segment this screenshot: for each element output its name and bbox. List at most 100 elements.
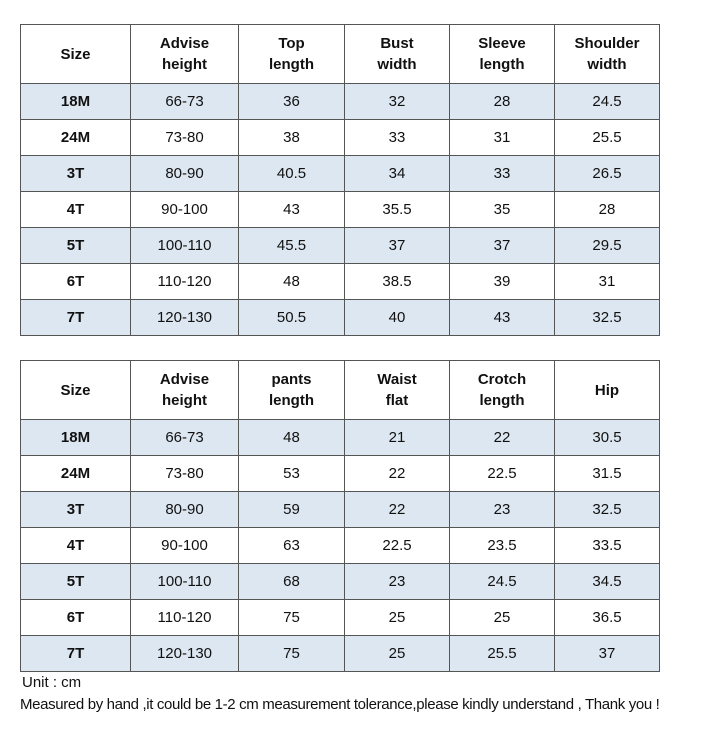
value-cell: 31 <box>449 119 555 156</box>
size-cell: 3T <box>20 491 131 528</box>
value-cell: 25 <box>449 599 555 636</box>
value-cell: 66-73 <box>130 83 239 120</box>
value-cell: 63 <box>238 527 345 564</box>
header-cell: Advise height <box>130 24 239 84</box>
size-table: Size Advise height Top length Bust width Sle… <box>20 24 660 336</box>
value-cell: 31 <box>554 263 660 300</box>
value-cell: 40 <box>344 299 450 336</box>
header-cell: Bust width <box>344 24 450 84</box>
table-row: 6T 110-120 75 25 25 36.5 <box>20 599 660 636</box>
value-cell: 22 <box>449 419 555 456</box>
value-cell: 33 <box>344 119 450 156</box>
value-cell: 36.5 <box>554 599 660 636</box>
value-cell: 66-73 <box>130 419 239 456</box>
value-cell: 40.5 <box>238 155 345 192</box>
table-row: 4T 90-100 43 35.5 35 28 <box>20 191 660 228</box>
value-cell: 22 <box>344 491 450 528</box>
value-cell: 37 <box>449 227 555 264</box>
value-cell: 32.5 <box>554 491 660 528</box>
header-cell: Shoulder width <box>554 24 660 84</box>
header-cell: Sleeve length <box>449 24 555 84</box>
size-cell: 6T <box>20 263 131 300</box>
value-cell: 25.5 <box>449 635 555 672</box>
table-row: 24M 73-80 38 33 31 25.5 <box>20 119 660 156</box>
value-cell: 33 <box>449 155 555 192</box>
value-cell: 59 <box>238 491 345 528</box>
table-row: 4T 90-100 63 22.5 23.5 33.5 <box>20 527 660 564</box>
table-row: 18M 66-73 48 21 22 30.5 <box>20 419 660 456</box>
value-cell: 100-110 <box>130 563 239 600</box>
value-cell: 34.5 <box>554 563 660 600</box>
unit-note: Unit : cm <box>22 674 82 691</box>
value-cell: 23 <box>344 563 450 600</box>
value-cell: 33.5 <box>554 527 660 564</box>
value-cell: 34 <box>344 155 450 192</box>
header-cell: Top length <box>238 24 345 84</box>
value-cell: 110-120 <box>130 599 239 636</box>
value-cell: 80-90 <box>130 155 239 192</box>
value-cell: 68 <box>238 563 345 600</box>
value-cell: 38 <box>238 119 345 156</box>
value-cell: 22 <box>344 455 450 492</box>
value-cell: 48 <box>238 263 345 300</box>
header-row: Size Advise height Top length Bust width Sle… <box>20 24 660 84</box>
header-cell: pants length <box>238 360 345 420</box>
value-cell: 90-100 <box>130 191 239 228</box>
size-cell: 3T <box>20 155 131 192</box>
size-cell: 5T <box>20 563 131 600</box>
size-cell: 4T <box>20 527 131 564</box>
value-cell: 80-90 <box>130 491 239 528</box>
value-cell: 73-80 <box>130 455 239 492</box>
value-cell: 28 <box>449 83 555 120</box>
size-cell: 7T <box>20 635 131 672</box>
value-cell: 32 <box>344 83 450 120</box>
table-row: 5T 100-110 45.5 37 37 29.5 <box>20 227 660 264</box>
value-cell: 24.5 <box>449 563 555 600</box>
value-cell: 48 <box>238 419 345 456</box>
value-cell: 75 <box>238 635 345 672</box>
value-cell: 90-100 <box>130 527 239 564</box>
size-cell: 18M <box>20 419 131 456</box>
size-cell: 24M <box>20 119 131 156</box>
table-row: 7T 120-130 75 25 25.5 37 <box>20 635 660 672</box>
value-cell: 39 <box>449 263 555 300</box>
value-cell: 53 <box>238 455 345 492</box>
table-row: 7T 120-130 50.5 40 43 32.5 <box>20 299 660 336</box>
table-row: 3T 80-90 59 22 23 32.5 <box>20 491 660 528</box>
value-cell: 100-110 <box>130 227 239 264</box>
value-cell: 50.5 <box>238 299 345 336</box>
table-row: 24M 73-80 53 22 22.5 31.5 <box>20 455 660 492</box>
value-cell: 43 <box>238 191 345 228</box>
value-cell: 26.5 <box>554 155 660 192</box>
size-cell: 24M <box>20 455 131 492</box>
value-cell: 35 <box>449 191 555 228</box>
header-cell: Hip <box>554 360 660 420</box>
header-cell: Size <box>20 360 131 420</box>
value-cell: 28 <box>554 191 660 228</box>
value-cell: 110-120 <box>130 263 239 300</box>
table-row: 6T 110-120 48 38.5 39 31 <box>20 263 660 300</box>
value-cell: 38.5 <box>344 263 450 300</box>
value-cell: 21 <box>344 419 450 456</box>
value-cell: 37 <box>344 227 450 264</box>
value-cell: 25.5 <box>554 119 660 156</box>
value-cell: 25 <box>344 599 450 636</box>
value-cell: 120-130 <box>130 635 239 672</box>
value-cell: 25 <box>344 635 450 672</box>
size-table: Size Advise height pants length Waist flat C… <box>20 360 660 672</box>
table-row: 5T 100-110 68 23 24.5 34.5 <box>20 563 660 600</box>
value-cell: 35.5 <box>344 191 450 228</box>
value-cell: 24.5 <box>554 83 660 120</box>
value-cell: 37 <box>554 635 660 672</box>
header-row: Size Advise height pants length Waist flat C… <box>20 360 660 420</box>
table-row: 18M 66-73 36 32 28 24.5 <box>20 83 660 120</box>
table-row: 3T 80-90 40.5 34 33 26.5 <box>20 155 660 192</box>
value-cell: 31.5 <box>554 455 660 492</box>
size-cell: 7T <box>20 299 131 336</box>
header-cell: Crotch length <box>449 360 555 420</box>
header-cell: Waist flat <box>344 360 450 420</box>
header-cell: Advise height <box>130 360 239 420</box>
value-cell: 22.5 <box>449 455 555 492</box>
value-cell: 75 <box>238 599 345 636</box>
